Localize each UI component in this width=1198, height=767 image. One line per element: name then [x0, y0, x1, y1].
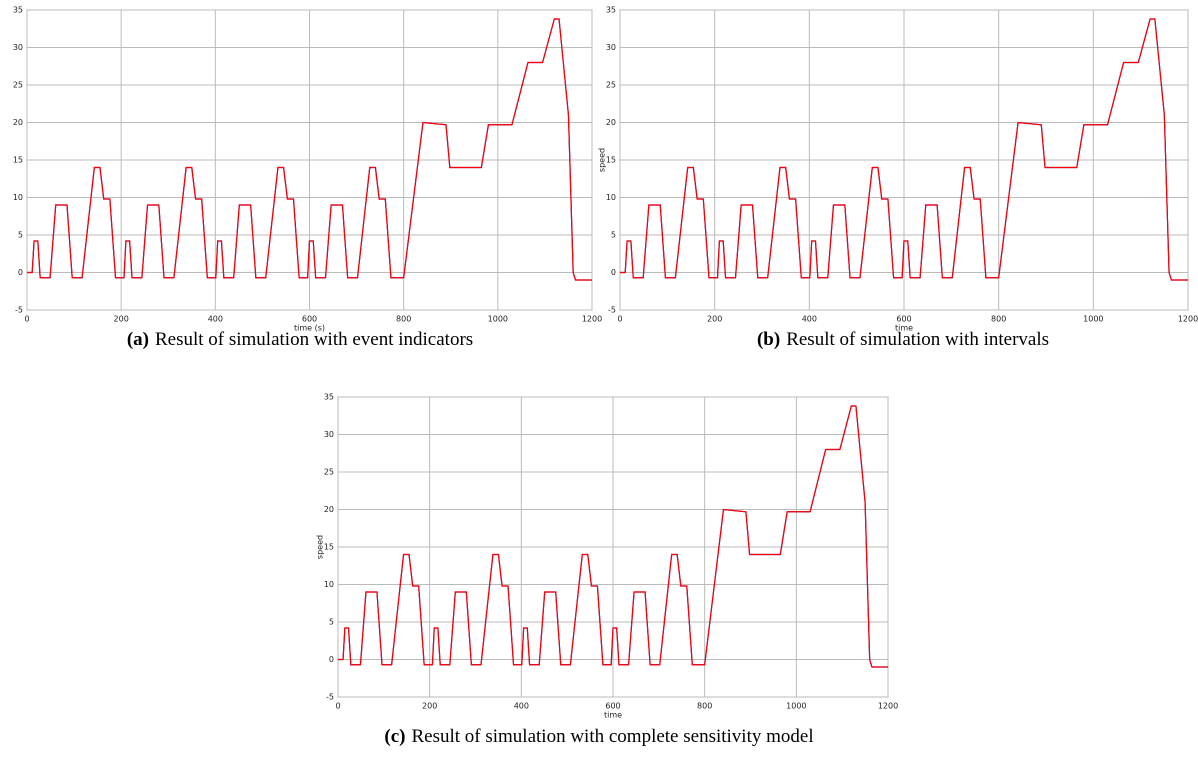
y-tick-label: 20	[606, 118, 616, 127]
y-tick-label: 35	[606, 6, 616, 15]
x-tick-label: 200	[114, 315, 129, 324]
y-tick-label: 0	[611, 268, 616, 277]
x-axis-label: time (s)	[294, 324, 325, 333]
y-tick-label: 15	[324, 543, 334, 552]
x-tick-label: 600	[605, 702, 620, 711]
x-tick-label: 1000	[488, 315, 508, 324]
x-tick-label: 0	[617, 315, 622, 324]
y-tick-label: 5	[18, 231, 23, 240]
caption-tag: (b)	[757, 329, 780, 350]
y-tick-label: 15	[13, 156, 23, 165]
x-tick-label: 400	[208, 315, 223, 324]
caption-text: Result of simulation with complete sensi…	[411, 726, 813, 747]
y-tick-label: 30	[13, 43, 23, 52]
x-tick-label: 200	[707, 315, 722, 324]
y-tick-label: 0	[18, 268, 23, 277]
series-line	[27, 18, 592, 281]
y-tick-label: 25	[13, 81, 23, 90]
y-tick-label: 25	[606, 81, 616, 90]
caption-text: Result of simulation with event indicato…	[155, 329, 473, 350]
y-tick-label: -5	[15, 306, 23, 315]
x-tick-label: 0	[335, 702, 340, 711]
y-tick-label: 20	[13, 118, 23, 127]
x-tick-label: 400	[802, 315, 817, 324]
y-tick-label: 35	[13, 6, 23, 15]
caption-tag: (c)	[384, 726, 405, 747]
y-tick-label: 20	[324, 505, 334, 514]
y-tick-label: 25	[324, 468, 334, 477]
y-tick-label: 35	[324, 393, 334, 402]
x-tick-label: 0	[24, 315, 29, 324]
x-tick-label: 600	[302, 315, 317, 324]
x-tick-label: 1200	[878, 702, 898, 711]
x-axis-label: time	[895, 324, 913, 333]
y-axis-label: speed	[598, 148, 607, 172]
caption-text: Result of simulation with intervals	[786, 329, 1049, 350]
x-tick-label: 800	[697, 702, 712, 711]
x-tick-label: 800	[396, 315, 411, 324]
caption-tag: (a)	[127, 329, 149, 350]
x-tick-label: 1200	[1178, 315, 1198, 324]
y-tick-label: 15	[606, 156, 616, 165]
x-tick-label: 800	[991, 315, 1006, 324]
y-tick-label: -5	[608, 306, 616, 315]
x-tick-label: 1200	[582, 315, 602, 324]
x-tick-label: 400	[514, 702, 529, 711]
y-tick-label: 5	[611, 231, 616, 240]
y-tick-label: 5	[329, 618, 334, 627]
x-tick-label: 200	[422, 702, 437, 711]
series-line	[620, 18, 1188, 281]
y-tick-label: 30	[606, 43, 616, 52]
y-tick-label: -5	[326, 693, 334, 702]
y-axis-label: speed	[316, 535, 325, 559]
caption: (b) Result of simulation with intervals	[757, 329, 1049, 350]
y-tick-label: 10	[13, 193, 23, 202]
series-line	[338, 405, 888, 668]
x-tick-label: 1000	[786, 702, 806, 711]
caption: (c) Result of simulation with complete se…	[384, 726, 813, 747]
x-tick-label: 1000	[1083, 315, 1103, 324]
caption: (a) Result of simulation with event indic…	[127, 329, 473, 350]
y-tick-label: 0	[329, 655, 334, 664]
y-tick-label: 10	[324, 580, 334, 589]
x-tick-label: 600	[896, 315, 911, 324]
x-axis-label: time	[604, 711, 622, 720]
y-tick-label: 30	[324, 430, 334, 439]
y-tick-label: 10	[606, 193, 616, 202]
